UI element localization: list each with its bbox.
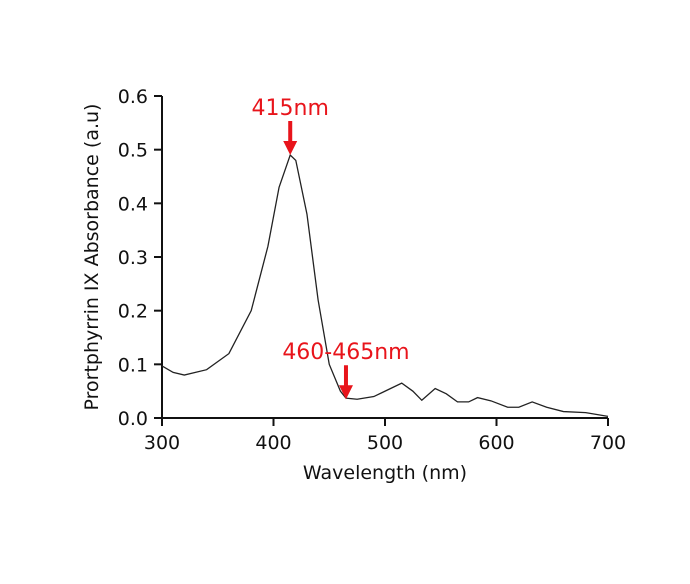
y-tick-label: 0.1 — [118, 354, 148, 376]
annotation-label: 460-465nm — [282, 340, 409, 365]
x-tick-label: 700 — [590, 432, 626, 454]
x-tick-label: 400 — [255, 432, 291, 454]
x-tick-label: 500 — [367, 432, 403, 454]
annotation-label: 415nm — [252, 96, 329, 121]
y-tick-label: 0.0 — [118, 408, 148, 430]
annotation-arrow — [283, 121, 298, 156]
x-tick-label: 300 — [144, 432, 180, 454]
y-axis-label: Prortphyrrin IX Absorbance (a.u) — [81, 104, 103, 411]
y-tick-label: 0.4 — [118, 193, 148, 215]
y-tick-label: 0.3 — [118, 247, 148, 269]
x-tick-label: 600 — [478, 432, 514, 454]
data-line — [161, 153, 609, 418]
y-tick-label: 0.5 — [118, 140, 148, 162]
x-axis-label: Wavelength (nm) — [303, 462, 467, 484]
annotation-arrow — [338, 365, 353, 400]
y-tick-label: 0.2 — [118, 301, 148, 323]
y-tick-label: 0.6 — [118, 86, 148, 108]
